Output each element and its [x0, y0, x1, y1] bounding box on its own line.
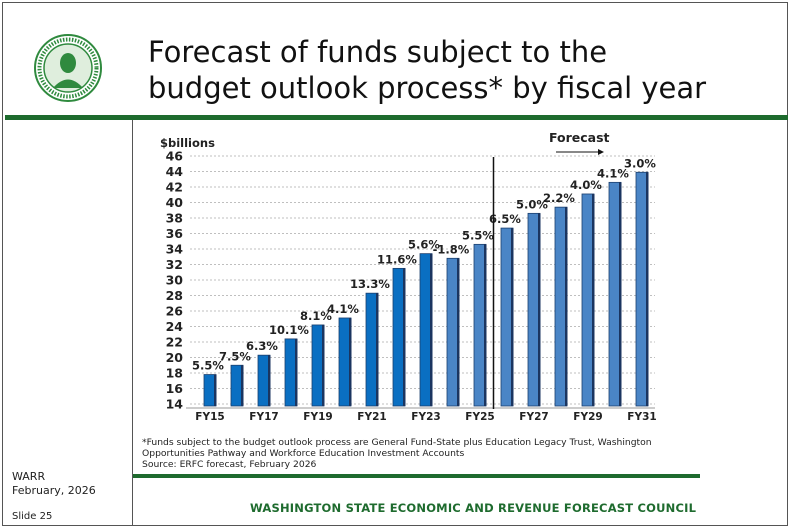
- bar-shade: [214, 374, 217, 406]
- forecast-annotation: Forecast: [549, 130, 610, 145]
- title-line-1: Forecast of funds subject to the: [148, 35, 608, 69]
- y-tick-label: 46: [166, 149, 184, 164]
- slide-title: Forecast of funds subject to the budget …: [148, 34, 706, 106]
- bar-shade: [457, 258, 460, 406]
- y-tick-label: 18: [166, 366, 183, 381]
- bar-shade: [349, 317, 352, 406]
- data-label: 8.1%: [300, 309, 332, 323]
- y-tick-label: 42: [166, 180, 183, 195]
- chart-footnote: *Funds subject to the budget outlook pro…: [142, 437, 682, 470]
- bar-shade: [376, 293, 379, 406]
- y-tick-label: 40: [166, 195, 184, 210]
- state-seal-logo: [34, 34, 102, 102]
- bar-shade: [322, 324, 325, 406]
- y-tick-label: 38: [166, 211, 183, 226]
- data-label: 6.5%: [489, 212, 521, 226]
- bar-shade: [538, 213, 541, 406]
- y-tick-label: 20: [166, 350, 184, 365]
- data-label: 13.3%: [350, 277, 390, 291]
- data-label: 7.5%: [219, 349, 251, 363]
- y-tick-label: 32: [166, 257, 183, 272]
- x-tick-label: FY17: [249, 411, 278, 423]
- x-tick-label: FY25: [465, 411, 494, 423]
- data-label: 10.1%: [269, 323, 309, 337]
- bar-shade: [511, 228, 514, 406]
- x-tick-label: FY19: [303, 411, 332, 423]
- data-label: 5.5%: [462, 228, 494, 242]
- arrowhead-icon: [598, 149, 604, 155]
- data-label: 6.3%: [246, 339, 278, 353]
- y-tick-label: 16: [166, 381, 184, 396]
- data-label: -1.8%: [433, 242, 470, 256]
- bar-shade: [565, 207, 568, 406]
- y-tick-label: 28: [166, 288, 183, 303]
- data-label: 3.0%: [624, 156, 656, 170]
- y-axis-label: $billions: [160, 136, 215, 150]
- bar-shade: [268, 355, 271, 406]
- bar-shade: [619, 182, 622, 406]
- y-tick-label: 22: [166, 335, 183, 350]
- x-tick-label: FY15: [195, 411, 224, 423]
- org-label: WARR: [12, 470, 46, 483]
- x-tick-label: FY23: [411, 411, 440, 423]
- footer-council-name: WASHINGTON STATE ECONOMIC AND REVENUE FO…: [250, 501, 697, 515]
- bar-shade: [295, 338, 298, 406]
- sidebar-divider: [132, 120, 133, 525]
- data-label: 4.0%: [570, 178, 602, 192]
- bar-shade: [430, 253, 433, 406]
- data-label: 5.5%: [192, 359, 224, 373]
- bar-shade: [241, 365, 244, 406]
- source-text: Source: ERFC forecast, February 2026: [142, 459, 317, 470]
- y-tick-label: 36: [166, 226, 184, 241]
- date-label: February, 2026: [12, 484, 96, 497]
- footer-divider: [133, 474, 700, 478]
- x-tick-label: FY29: [573, 411, 602, 423]
- data-label: 2.2%: [543, 191, 575, 205]
- data-label: 5.6%: [408, 238, 440, 252]
- y-tick-label: 14: [166, 397, 184, 412]
- title-line-2: budget outlook process* by fiscal year: [148, 71, 707, 105]
- bar-shade: [403, 268, 406, 406]
- data-label: 4.1%: [597, 166, 629, 180]
- x-tick-label: FY31: [627, 411, 656, 423]
- header-divider: [5, 115, 788, 120]
- y-tick-label: 26: [166, 304, 184, 319]
- x-tick-label: FY21: [357, 411, 386, 423]
- data-label: 4.1%: [327, 302, 359, 316]
- footnote-text: *Funds subject to the budget outlook pro…: [142, 437, 652, 459]
- slide-number: Slide 25: [12, 511, 53, 522]
- y-tick-label: 34: [166, 242, 184, 257]
- bar-shade: [646, 172, 649, 406]
- y-tick-label: 24: [166, 319, 184, 334]
- x-tick-label: FY27: [519, 411, 548, 423]
- y-tick-label: 44: [166, 164, 184, 179]
- y-tick-label: 30: [166, 273, 184, 288]
- bar-shade: [484, 244, 487, 406]
- data-label: 5.0%: [516, 197, 548, 211]
- bar-shade: [592, 193, 595, 406]
- axis-corner: [186, 404, 190, 408]
- data-label: 11.6%: [377, 252, 417, 266]
